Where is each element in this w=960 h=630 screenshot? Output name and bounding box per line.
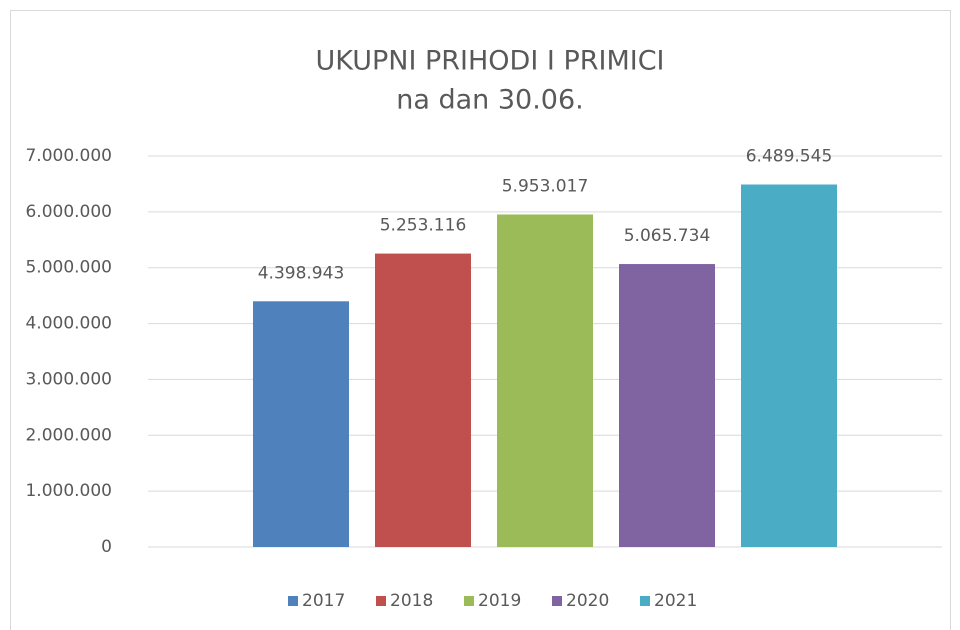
legend-swatch (552, 596, 562, 606)
legend-label: 2019 (478, 591, 521, 611)
y-tick-label: 6.000.000 (25, 202, 112, 222)
legend-swatch (288, 596, 298, 606)
y-tick-label: 2.000.000 (25, 425, 112, 445)
y-tick-label: 3.000.000 (25, 369, 112, 389)
chart-subtitle: na dan 30.06. (396, 85, 584, 116)
y-tick-label: 1.000.000 (25, 481, 112, 501)
legend-label: 2020 (566, 591, 609, 611)
legend-label: 2021 (654, 591, 697, 611)
legend-label: 2018 (390, 591, 433, 611)
data-label: 6.489.545 (746, 147, 833, 167)
y-tick-label: 5.000.000 (25, 258, 112, 278)
legend-label: 2017 (302, 591, 345, 611)
y-tick-label: 0 (101, 537, 112, 557)
bar (741, 184, 837, 547)
data-label: 4.398.943 (258, 263, 345, 283)
bar (253, 301, 349, 547)
legend-swatch (640, 596, 650, 606)
data-label: 5.253.116 (380, 216, 467, 236)
legend-swatch (464, 596, 474, 606)
chart-title: UKUPNI PRIHODI I PRIMICI (315, 46, 664, 77)
y-tick-label: 4.000.000 (25, 314, 112, 334)
bar (375, 253, 471, 548)
bar (619, 264, 715, 547)
y-tick-label: 7.000.000 (25, 146, 112, 166)
data-label: 5.065.734 (624, 226, 711, 246)
legend-swatch (376, 596, 386, 606)
bar (497, 214, 593, 547)
data-label: 5.953.017 (502, 176, 589, 196)
